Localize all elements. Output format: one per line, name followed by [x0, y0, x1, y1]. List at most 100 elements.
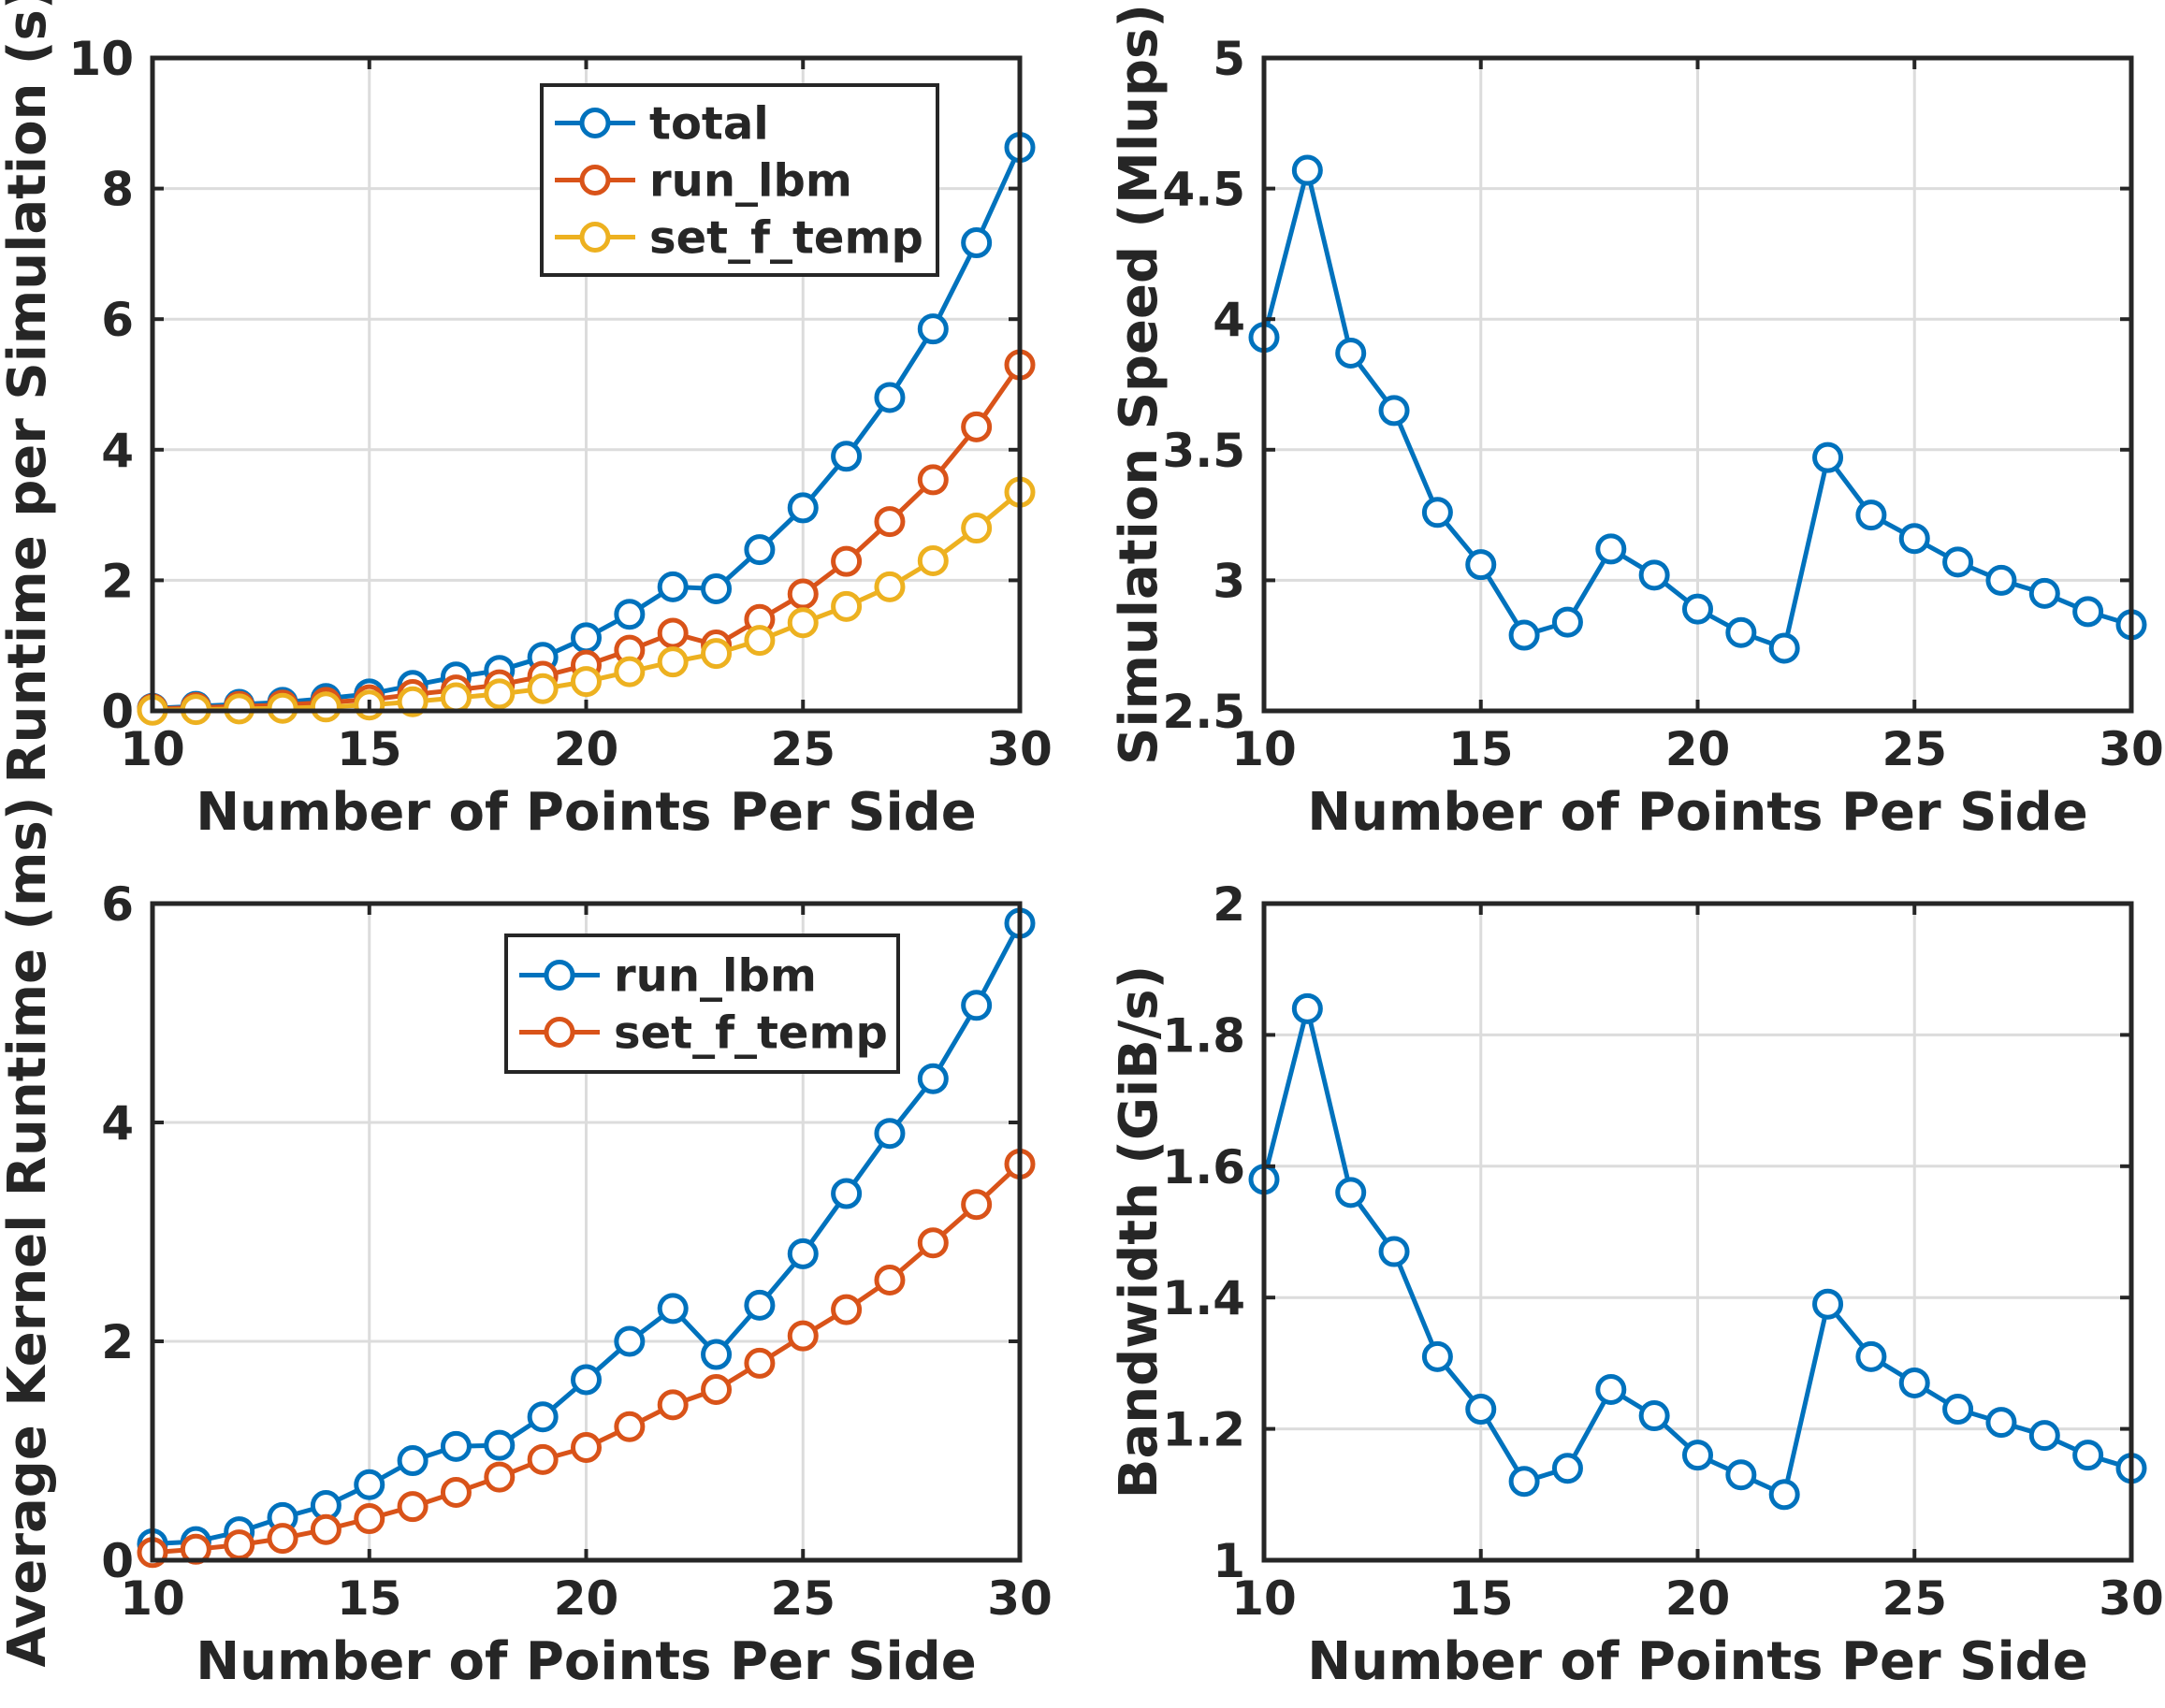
y-tick-label: 6 — [101, 877, 134, 932]
data-point — [571, 622, 602, 654]
data-point — [1291, 992, 1323, 1024]
legend-label: run_lbm — [614, 950, 817, 1003]
data-point — [1595, 1373, 1627, 1405]
x-tick-label: 30 — [987, 1571, 1053, 1626]
data-point — [1551, 1453, 1583, 1484]
x-axis-label: Number of Points Per Side — [196, 782, 977, 843]
data-point — [744, 625, 776, 657]
y-tick-label: 1 — [1213, 1534, 1245, 1588]
series-series-1 — [1248, 992, 2147, 1511]
y-tick-label: 10 — [68, 32, 134, 86]
x-tick-label: 10 — [120, 722, 185, 776]
grid-lines — [153, 904, 1020, 1560]
data-point — [2072, 596, 2104, 628]
data-point — [1682, 1440, 1713, 1471]
data-point — [1291, 154, 1323, 186]
y-tick-label: 6 — [101, 293, 134, 347]
data-point — [1682, 593, 1713, 625]
y-tick-label: 2 — [1213, 877, 1245, 932]
legend-label: set_f_temp — [649, 212, 923, 265]
y-tick-label: 5 — [1213, 32, 1245, 86]
chart-panel-top-right: 10 15 20 25 30 2.5 3 3.5 4 4.5 5 Number of Points P… — [1109, 4, 2164, 843]
data-point — [310, 691, 341, 723]
data-point — [657, 1389, 689, 1421]
y-tick-label: 4.5 — [1162, 163, 1245, 217]
tick-marks — [1262, 902, 2133, 1562]
x-tick-label: 25 — [1882, 722, 1947, 776]
data-point — [787, 492, 819, 524]
data-point — [484, 678, 516, 710]
data-point — [1985, 564, 2017, 596]
y-tick-label: 2 — [101, 1315, 134, 1369]
data-point — [787, 607, 819, 639]
data-point — [831, 1294, 863, 1325]
y-tick-label: 0 — [101, 1534, 134, 1588]
data-point — [1551, 606, 1583, 638]
data-point — [961, 227, 993, 259]
data-point — [961, 1189, 993, 1221]
y-axis-label: Bandwidth (GiB/s) — [1109, 965, 1170, 1498]
data-point — [961, 411, 993, 442]
chart-panel-bottom-left: 10 15 20 25 30 0 2 4 6 Number of Points Per Side A… — [0, 797, 1053, 1692]
y-axis-label: Simulation Speed (Mlups) — [1109, 4, 1170, 765]
data-point — [267, 692, 298, 724]
y-tick-label: 1.2 — [1162, 1403, 1245, 1457]
data-point — [961, 990, 993, 1021]
x-tick-label: 10 — [1231, 1571, 1297, 1626]
y-axis-label: Average Kernel Runtime (ms) — [0, 797, 58, 1668]
data-point — [744, 534, 776, 566]
y-tick-label: 4 — [1213, 293, 1245, 347]
data-point — [527, 673, 559, 704]
data-point — [1898, 1367, 1930, 1398]
x-tick-label: 30 — [987, 722, 1053, 776]
data-point — [701, 572, 733, 604]
y-tick-label: 4 — [101, 424, 134, 478]
data-point — [701, 638, 733, 670]
x-tick-label: 15 — [1448, 722, 1514, 776]
data-point — [484, 1429, 516, 1461]
y-tick-label: 2 — [101, 554, 134, 608]
y-tick-label: 4 — [101, 1096, 134, 1151]
x-tick-label: 20 — [554, 1571, 619, 1626]
tick-marks — [1262, 56, 2133, 713]
y-tick-label: 1.6 — [1162, 1140, 1245, 1194]
x-tick-label: 10 — [120, 1571, 185, 1626]
y-tick-label: 8 — [101, 163, 134, 217]
x-tick-label: 20 — [1665, 1571, 1731, 1626]
data-point — [440, 1476, 472, 1508]
y-tick-label: 3 — [1213, 554, 1245, 608]
data-point — [1595, 533, 1627, 565]
data-point — [701, 1339, 733, 1370]
data-point — [614, 656, 646, 688]
data-point — [1942, 546, 1974, 578]
y-axis-label: Runtime per Simulation (s) — [0, 0, 58, 783]
data-point — [874, 1118, 906, 1150]
data-point — [571, 666, 602, 698]
data-point — [917, 544, 949, 576]
data-point — [484, 1461, 516, 1493]
data-point — [1421, 497, 1453, 528]
data-point — [657, 617, 689, 649]
y-tick-label: 1.4 — [1162, 1271, 1245, 1325]
chart-panel-bottom-right: 10 15 20 25 30 1 1.2 1.4 1.6 1.8 2 Number of Points… — [1109, 877, 2164, 1692]
series-series-1 — [1248, 154, 2147, 664]
data-point — [1855, 1340, 1887, 1372]
data-point — [1942, 1394, 1974, 1426]
data-point — [1508, 619, 1540, 651]
data-point — [1508, 1466, 1540, 1498]
data-point — [440, 1430, 472, 1462]
legend-marker — [544, 1017, 575, 1048]
data-point — [2028, 1420, 2060, 1452]
x-tick-label: 15 — [1448, 1571, 1514, 1626]
data-point — [1335, 337, 1367, 369]
legend-label: total — [649, 98, 769, 151]
data-point — [1812, 1288, 1844, 1320]
data-point — [831, 590, 863, 622]
x-tick-label: 15 — [337, 1571, 402, 1626]
data-point — [787, 1238, 819, 1269]
data-point — [1378, 1236, 1410, 1267]
data-point — [2072, 1440, 2104, 1471]
